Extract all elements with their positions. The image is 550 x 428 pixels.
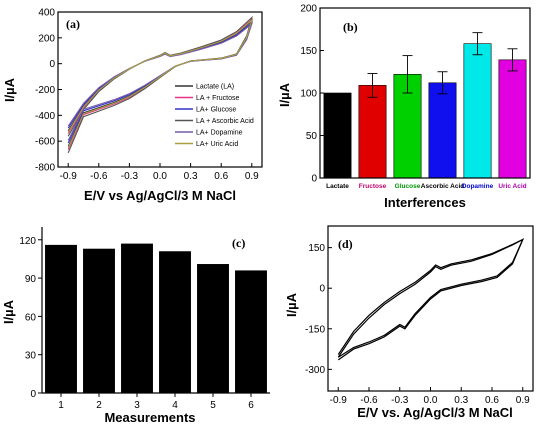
- a-x-tick-label: -0.6: [90, 171, 108, 182]
- b-y-tick-label: 0: [311, 174, 317, 185]
- b-bar: [358, 85, 387, 179]
- c-x-tick-label: 2: [96, 400, 102, 411]
- a-x-tick-label: 0.0: [153, 171, 167, 182]
- c-x-axis-title: Measurements: [104, 410, 195, 425]
- d-x-ticks: -0.9 -0.6 -0.3 0.0 0.3 0.6 0.9: [330, 387, 530, 406]
- c-bar: [159, 251, 191, 393]
- a-legend-label: LA + Fructose: [196, 95, 239, 102]
- b-x-labels: Lactate Fructose Glucose Ascorbic AcidDopam…: [326, 183, 527, 190]
- d-x-tick-label: -0.6: [360, 395, 378, 406]
- b-bars: [323, 32, 527, 179]
- d-y-tick-label: -150: [305, 324, 325, 335]
- a-y-tick-label: 200: [38, 33, 55, 44]
- a-x-tick-label: -0.9: [60, 171, 78, 182]
- b-y-ticks: 0 50 100 150 200: [300, 4, 324, 185]
- a-legend-label: Lactate (LA): [196, 84, 234, 91]
- a-x-ticks: -0.9 -0.6 -0.3 0.0 0.3 0.6 0.9: [60, 163, 259, 182]
- d-x-tick-label: 0.9: [516, 395, 530, 406]
- a-curves: [67, 15, 253, 154]
- a-x-tick-label: 0.3: [184, 171, 198, 182]
- d-y-ticks: -300 -150 0 150: [305, 243, 332, 376]
- d-cv-line: [337, 238, 525, 361]
- a-legend-label: LA + Ascorbic Acid: [196, 118, 254, 125]
- c-x-tick-label: 4: [172, 400, 178, 411]
- c-y-tick-label: 120: [19, 236, 36, 247]
- d-x-tick-label: 0.0: [424, 395, 438, 406]
- panel-a: -0.9 -0.6 -0.3 0.0 0.3 0.6 0.9 -800 -600 -400 -20…: [2, 8, 263, 203]
- c-bar: [83, 248, 115, 393]
- b-bar: [498, 59, 527, 179]
- d-y-tick-label: 0: [319, 284, 325, 295]
- a-x-tick-label: -0.3: [121, 171, 139, 182]
- a-legend-label: LA+ Dopamine: [196, 130, 243, 137]
- b-y-tick-label: 150: [300, 46, 317, 57]
- b-y-tick-label: 50: [306, 131, 318, 142]
- b-category-label: Uric Acid: [498, 183, 526, 190]
- b-category-label: Dopamine: [462, 183, 494, 190]
- d-panel-label: (d): [338, 237, 353, 251]
- a-x-tick-label: 0.9: [245, 171, 259, 182]
- b-category-label: Fructose: [359, 183, 387, 190]
- c-y-tick-label: 60: [25, 312, 37, 323]
- panel-d: -0.9 -0.6 -0.3 0.0 0.3 0.6 0.9 -300 -150 0 150 (d…: [284, 225, 534, 420]
- a-legend-label: LA+ Glucose: [196, 107, 236, 114]
- c-panel-label: (c): [232, 236, 245, 250]
- b-category-label: Glucose: [395, 183, 421, 190]
- c-x-tick-label: 5: [210, 400, 216, 411]
- c-y-tick-label: 0: [30, 389, 36, 400]
- a-legend: Lactate (LA) LA + Fructose LA+ Glucose LA +…: [175, 84, 254, 148]
- c-y-ticks: 0 30 60 90 120: [19, 236, 42, 400]
- c-bar: [197, 264, 229, 393]
- b-y-axis-title: I/µA: [277, 82, 292, 107]
- d-y-axis-title: I/µA: [284, 292, 299, 317]
- d-curves: [337, 238, 525, 361]
- a-series-line: [67, 18, 253, 149]
- c-x-tick-label: 6: [248, 400, 254, 411]
- b-category-label: Ascorbic Acid: [421, 183, 464, 190]
- c-x-tick-label: 3: [134, 400, 140, 411]
- b-bar: [463, 43, 492, 179]
- d-x-tick-label: 0.6: [485, 395, 499, 406]
- c-bar: [45, 244, 77, 393]
- d-cv-line: [337, 238, 525, 358]
- a-y-ticks: -800 -600 -400 -200 0 200 400: [35, 8, 62, 174]
- panel-c: 0 30 60 90 120 1 2 3 4 5 6 (c) Measurements I/µA: [1, 227, 270, 425]
- c-bar: [121, 243, 153, 393]
- c-y-tick-label: 90: [25, 274, 37, 285]
- b-y-tick-label: 100: [300, 89, 317, 100]
- d-x-axis-title: E/V vs. Ag/AgCl/3 M NaCl: [357, 405, 513, 420]
- b-bar: [323, 92, 352, 179]
- d-x-tick-label: 0.3: [454, 395, 468, 406]
- b-x-axis-title: Interferences: [384, 195, 466, 210]
- c-y-tick-label: 30: [25, 351, 37, 362]
- panel-b: 0 50 100 150 200 Lactate Fructose Glucose Ascor…: [277, 4, 531, 210]
- a-y-tick-label: -400: [35, 111, 55, 122]
- a-y-axis-title: I/µA: [2, 77, 17, 102]
- c-y-axis-title: I/µA: [1, 299, 16, 324]
- a-x-tick-label: 0.6: [214, 171, 228, 182]
- a-y-tick-label: 0: [49, 59, 55, 70]
- c-x-ticks: 1 2 3 4 5 6: [58, 393, 254, 411]
- a-y-tick-label: -200: [35, 85, 55, 96]
- d-y-tick-label: 150: [308, 243, 325, 254]
- c-bar: [235, 270, 267, 393]
- a-panel-label: (a): [66, 17, 80, 31]
- b-category-label: Lactate: [326, 183, 349, 190]
- c-x-tick-label: 1: [58, 400, 64, 411]
- b-panel-label: (b): [343, 20, 358, 34]
- d-x-tick-label: -0.3: [391, 395, 409, 406]
- a-y-tick-label: -800: [35, 163, 55, 174]
- a-legend-label: LA+ Uric Acid: [196, 141, 238, 148]
- d-x-tick-label: -0.9: [330, 395, 348, 406]
- a-x-axis-title: E/V vs Ag/AgCl/3 M NaCl: [84, 188, 236, 203]
- b-bar: [428, 82, 457, 179]
- c-bars: [45, 243, 267, 393]
- d-y-tick-label: -300: [305, 365, 325, 376]
- b-y-tick-label: 200: [300, 4, 317, 15]
- a-y-tick-label: -600: [35, 137, 55, 148]
- d-plot-frame: [327, 225, 534, 392]
- a-y-tick-label: 400: [38, 8, 55, 19]
